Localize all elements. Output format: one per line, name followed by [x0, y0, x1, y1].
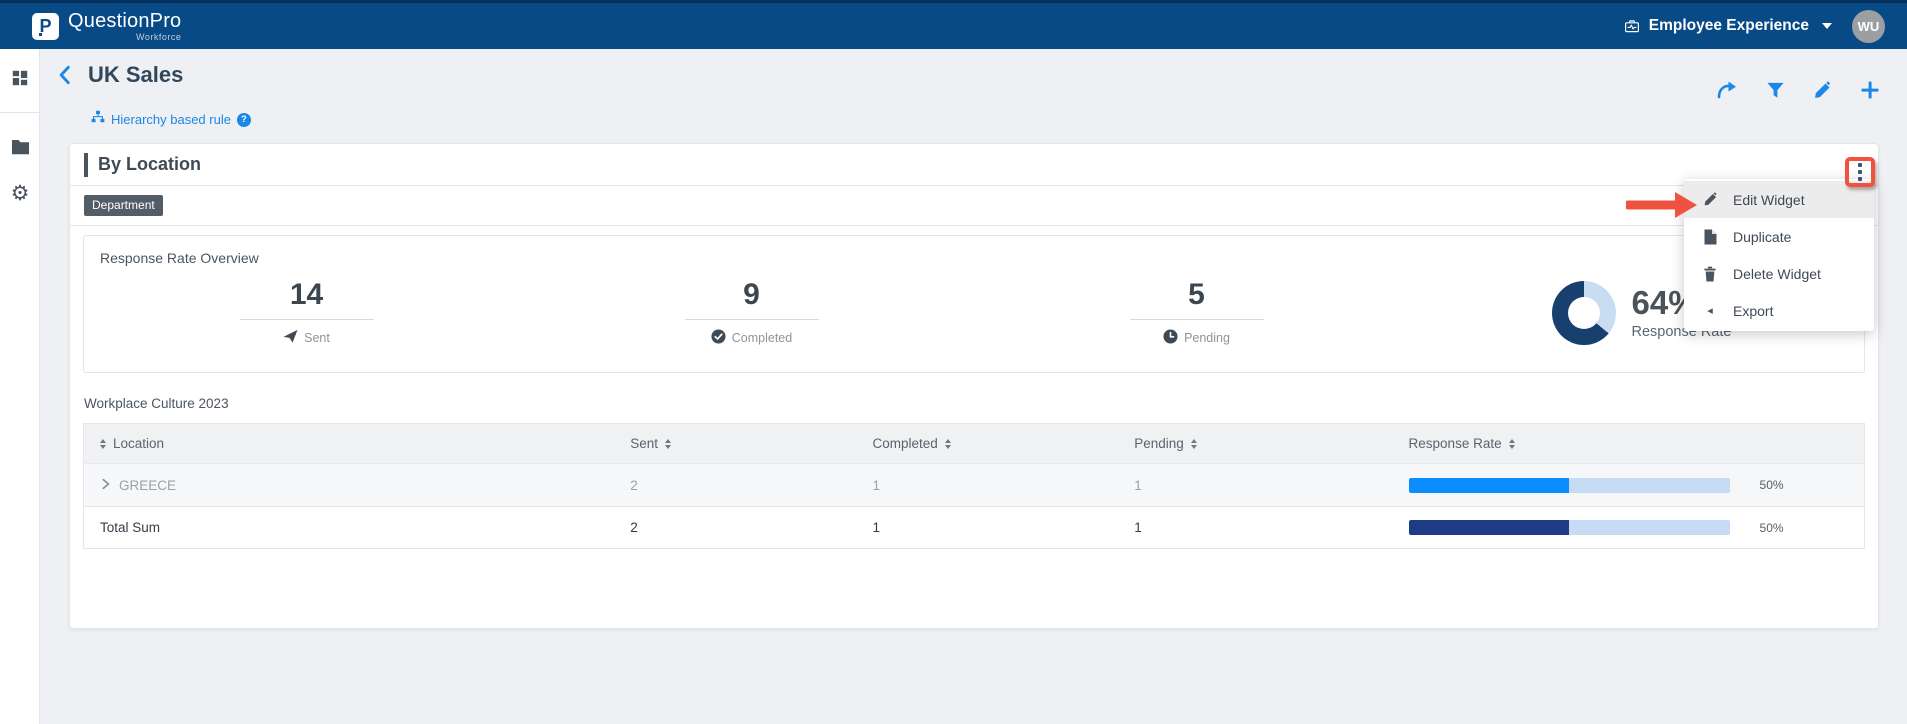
column-label: Location [113, 436, 165, 451]
menu-item-delete-widget[interactable]: Delete Widget [1684, 255, 1874, 292]
filter-button[interactable] [1766, 81, 1785, 100]
rate-percent-label: 50% [1759, 520, 1784, 535]
rate-percent-label: 50% [1759, 478, 1784, 492]
sort-icon [665, 438, 672, 449]
add-widget-button[interactable] [1860, 80, 1880, 100]
menu-item-edit-widget[interactable]: Edit Widget [1684, 181, 1874, 218]
chevron-down-icon [1822, 23, 1832, 29]
menu-item-export[interactable]: ◂ Export [1684, 292, 1874, 329]
paper-plane-icon [283, 329, 298, 346]
response-rate-overview: Response Rate Overview 14 Sent 9 [83, 235, 1865, 373]
annotation-arrow [1626, 192, 1697, 218]
widget-kebab-menu-button[interactable] [1845, 157, 1875, 187]
questionpro-logo-icon: P [32, 12, 59, 40]
completed-value: 9 [743, 278, 760, 311]
location-table: Location Sent Completed [83, 423, 1865, 549]
folder-icon [11, 138, 30, 160]
overview-title: Response Rate Overview [100, 250, 259, 266]
department-badge: Department [84, 195, 163, 216]
pencil-icon [1702, 192, 1718, 207]
expand-chevron-icon[interactable] [100, 478, 111, 493]
divider [684, 319, 819, 320]
location-name: GREECE [119, 477, 177, 493]
response-rate-donut [1551, 280, 1616, 345]
share-button[interactable] [1716, 80, 1738, 100]
page-title: UK Sales [88, 62, 184, 87]
menu-item-duplicate[interactable]: Duplicate [1684, 218, 1874, 255]
back-button[interactable] [55, 64, 75, 86]
product-label: Employee Experience [1648, 17, 1809, 34]
widget-context-menu: Edit Widget Duplicate Delete Widget ◂ Ex… [1684, 179, 1874, 331]
menu-item-label: Export [1733, 302, 1774, 319]
sidebar-item-folders[interactable] [0, 127, 40, 171]
column-header-location[interactable]: Location [84, 424, 631, 464]
widget-card: By Location Department Response Rate Ove… [69, 143, 1879, 629]
completed-cell: 1 [872, 477, 880, 493]
column-header-completed[interactable]: Completed [872, 424, 1134, 464]
table-header-row: Location Sent Completed [83, 423, 1865, 464]
export-icon: ◂ [1707, 305, 1713, 317]
column-label: Response Rate [1408, 436, 1502, 451]
divider [1129, 319, 1264, 320]
column-header-response-rate[interactable]: Response Rate [1409, 424, 1865, 464]
divider [239, 319, 374, 320]
response-rate-bar [1408, 477, 1730, 493]
edit-button[interactable] [1813, 80, 1832, 100]
sidebar-item-settings[interactable]: ⚙ [0, 171, 40, 215]
left-sidebar: ⚙ [0, 49, 40, 724]
brand[interactable]: P QuestionPro Workforce [32, 11, 181, 42]
stat-pending: 5 Pending [974, 278, 1419, 347]
sent-cell: 2 [630, 477, 638, 493]
menu-item-label: Delete Widget [1733, 265, 1821, 282]
response-rate-bar [1408, 520, 1730, 535]
sidebar-item-dashboards[interactable] [0, 49, 40, 113]
completed-label: Completed [731, 331, 793, 345]
briefcase-pulse-icon [1624, 16, 1640, 36]
sort-icon [100, 438, 106, 449]
stat-completed: 9 Completed [529, 278, 974, 347]
hierarchy-rule-label: Hierarchy based rule [111, 112, 231, 127]
clock-icon [1163, 329, 1178, 347]
sort-icon [1190, 438, 1197, 449]
menu-item-label: Duplicate [1733, 228, 1792, 245]
pending-label: Pending [1184, 331, 1230, 345]
column-header-pending[interactable]: Pending [1134, 424, 1408, 464]
hierarchy-rule-link[interactable]: Hierarchy based rule ? [91, 110, 251, 129]
sent-value: 14 [289, 278, 324, 311]
help-icon[interactable]: ? [236, 112, 251, 127]
dashboard-icon [11, 69, 29, 92]
sort-icon [944, 438, 951, 449]
kebab-icon [1858, 163, 1862, 181]
column-label: Pending [1134, 436, 1184, 451]
column-label: Sent [630, 436, 659, 451]
trash-icon [1702, 266, 1718, 282]
completed-cell: 1 [872, 520, 880, 535]
column-header-sent[interactable]: Sent [630, 424, 872, 464]
stat-sent: 14 Sent [84, 278, 529, 347]
hierarchy-icon [91, 110, 105, 129]
table-row-total: Total Sum 2 1 1 50% [83, 506, 1865, 549]
sent-cell: 2 [630, 520, 638, 535]
top-navbar: P QuestionPro Workforce Employee Experie… [0, 0, 1907, 49]
brand-name: QuestionPro [68, 9, 182, 32]
widget-title: By Location [98, 154, 202, 174]
product-switcher[interactable]: Employee Experience [1624, 16, 1832, 36]
column-label: Completed [872, 436, 938, 451]
survey-title: Workplace Culture 2023 [84, 396, 229, 411]
menu-item-label: Edit Widget [1733, 191, 1805, 208]
total-label: Total Sum [100, 520, 161, 535]
user-avatar[interactable]: WU [1852, 9, 1885, 43]
sent-label: Sent [304, 330, 330, 345]
check-circle-icon [711, 329, 726, 347]
table-row-greece[interactable]: GREECE 2 1 1 50% [83, 463, 1865, 507]
pending-value: 5 [1188, 278, 1205, 311]
gear-icon: ⚙ [10, 181, 30, 205]
sort-icon [1508, 438, 1515, 449]
title-accent-bar [84, 152, 88, 177]
pending-cell: 1 [1134, 477, 1142, 493]
pending-cell: 1 [1134, 520, 1142, 535]
duplicate-icon [1702, 229, 1718, 245]
brand-subtitle: Workforce [136, 31, 182, 42]
